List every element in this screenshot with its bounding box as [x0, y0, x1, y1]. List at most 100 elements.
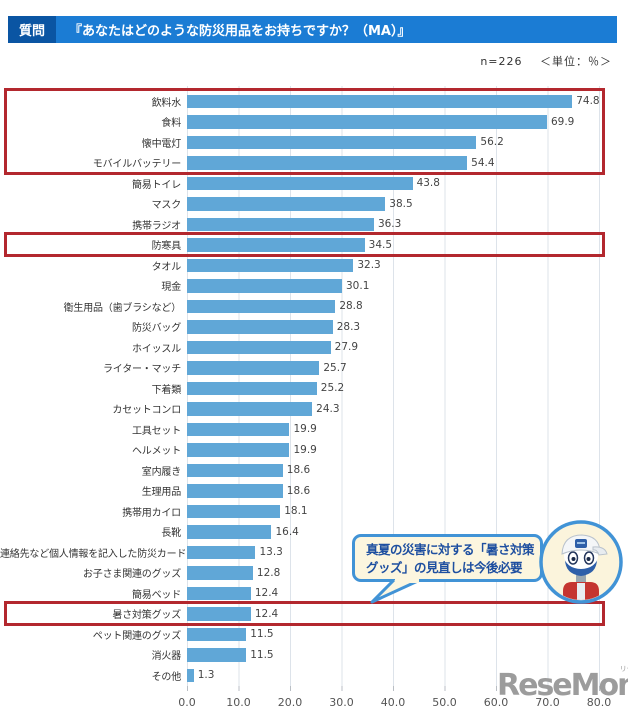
chart-row: ホイッスル 27.9	[0, 337, 628, 358]
chart-row: お子さま関連のグッズ 12.8	[0, 563, 628, 584]
chart-row: 簡易トイレ 43.8	[0, 173, 628, 194]
bar	[187, 402, 313, 416]
value-label: 28.3	[336, 320, 361, 333]
chart-row: 消火器 11.5	[0, 645, 628, 666]
chart-row: 暑さ対策グッズ 12.4	[0, 604, 628, 625]
chart-row: カセットコンロ 24.3	[0, 399, 628, 420]
chart-row: ライター・マッチ 25.7	[0, 358, 628, 379]
unit-note: ＜単位：％＞	[540, 55, 612, 68]
value-label: 24.3	[316, 402, 340, 415]
chart-row: 防寒具 34.5	[0, 235, 628, 256]
callout-text-line2: グッズ」の見直しは今後必要	[366, 560, 523, 575]
resemom-logo: ReseMom. リセマム	[497, 666, 628, 703]
bar	[187, 340, 331, 354]
chart-row: ペット関連のグッズ 11.5	[0, 624, 628, 645]
category-label: タオル	[151, 261, 182, 273]
bar	[187, 135, 477, 149]
mascot-character	[539, 520, 623, 604]
value-label: 18.6	[286, 464, 311, 477]
chart-row: 工具セット 19.9	[0, 419, 628, 440]
value-label: 1.3	[197, 669, 215, 682]
category-label: お子さま関連のグッズ	[83, 569, 181, 581]
category-label: 携帯用カイロ	[122, 507, 181, 519]
bar	[187, 320, 333, 334]
bar	[187, 607, 251, 621]
chart-row: 下着類 25.2	[0, 378, 628, 399]
callout-bubble: 真夏の災害に対する「暑さ対策 グッズ」の見直しは今後必要	[352, 534, 543, 582]
category-label: 簡易ベッド	[132, 589, 181, 601]
category-label: 生理用品	[141, 487, 181, 499]
chart-row: 現金 30.1	[0, 276, 628, 297]
bar	[187, 361, 320, 375]
category-label: ペット関連のグッズ	[92, 630, 181, 642]
bar	[187, 668, 194, 682]
category-label: 食料	[161, 118, 181, 130]
bar	[187, 484, 283, 498]
value-label: 19.9	[293, 443, 317, 456]
question-title: 『あなたはどのような防災用品をお持ちですか？（MA）』	[69, 24, 411, 39]
value-label: 32.3	[357, 259, 381, 272]
value-label: 18.6	[286, 484, 311, 497]
value-label: 38.5	[389, 197, 413, 210]
chart-row: 懐中電灯 56.2	[0, 132, 628, 153]
category-label: 飲料水	[151, 97, 182, 109]
bar	[187, 279, 342, 293]
chart-row: 飲料水 74.8	[0, 91, 628, 112]
value-label: 56.2	[480, 136, 504, 149]
category-label: ライター・マッチ	[103, 364, 181, 376]
value-label: 13.3	[259, 546, 283, 559]
chart-row: 携帯用カイロ 18.1	[0, 501, 628, 522]
category-label: カセットコンロ	[112, 405, 181, 417]
logo-text: ReseMom.	[497, 668, 628, 703]
x-tick-label: 20.0	[277, 696, 303, 709]
bar	[187, 197, 386, 211]
bar	[187, 115, 547, 129]
bar	[187, 94, 573, 108]
chart-row: 衛生用品（歯ブラシなど） 28.8	[0, 296, 628, 317]
value-label: 34.5	[368, 238, 393, 251]
category-label: 下着類	[151, 384, 182, 396]
chart-row: 簡易ベッド 12.4	[0, 583, 628, 604]
question-header: 質問 『あなたはどのような防災用品をお持ちですか？（MA）』	[8, 16, 617, 43]
category-label: マスク	[151, 200, 182, 212]
x-tick-label: 80.0	[586, 696, 612, 709]
chart-row: タオル 32.3	[0, 255, 628, 276]
bar	[187, 545, 256, 559]
chart-row: 連絡先など個人情報を記入した防災カード 13.3	[0, 542, 628, 563]
bar	[187, 422, 290, 436]
x-tick-label: 70.0	[535, 696, 560, 709]
bar	[187, 463, 283, 477]
value-label: 19.9	[293, 423, 317, 436]
bar	[187, 238, 365, 252]
x-tick-label: 10.0	[226, 696, 251, 709]
value-label: 12.8	[256, 566, 281, 579]
bar	[187, 156, 468, 170]
callout-tail	[370, 579, 421, 604]
category-label: 現金	[161, 282, 181, 294]
category-label: 懐中電灯	[141, 138, 181, 150]
chart-row: 生理用品 18.6	[0, 481, 628, 502]
bar	[187, 443, 290, 457]
x-tick-label: 30.0	[329, 696, 354, 709]
category-label: モバイルバッテリー	[92, 159, 181, 171]
category-label: その他	[151, 671, 182, 683]
value-label: 12.4	[254, 587, 279, 600]
bar	[187, 566, 253, 580]
bar	[187, 586, 251, 600]
category-label: 防災バッグ	[132, 323, 181, 335]
category-label: 防寒具	[151, 241, 182, 253]
value-label: 12.4	[254, 607, 279, 620]
value-label: 11.5	[250, 648, 274, 661]
value-label: 43.8	[416, 177, 440, 190]
category-label: 衛生用品（歯ブラシなど）	[63, 302, 182, 314]
bar	[187, 504, 281, 518]
chart-meta: n=226 ＜単位：％＞	[466, 53, 612, 69]
mascot-neck	[576, 573, 586, 585]
category-label: 連絡先など個人情報を記入した防災カード	[0, 548, 187, 560]
bar-chart-rows: 飲料水 74.8 食料 69.9 懐中電灯 56.2 モバイルバッテリー 54.4 簡易トイレ 4…	[0, 91, 628, 686]
chart-row: 室内履き 18.6	[0, 460, 628, 481]
value-label: 25.2	[320, 382, 345, 395]
callout-text-line1: 真夏の災害に対する「暑さ対策	[366, 542, 535, 557]
bar	[187, 299, 336, 313]
